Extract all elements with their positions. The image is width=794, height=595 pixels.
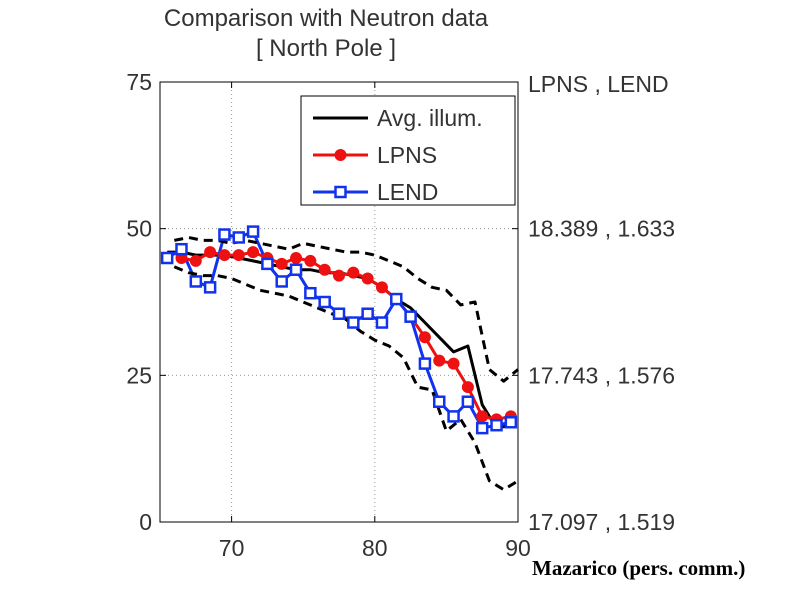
x-tick-label: 90	[505, 535, 531, 561]
legend-label: LPNS	[377, 142, 437, 168]
lend-point	[490, 418, 503, 432]
lpns-point	[232, 249, 245, 262]
bound-line-dashed	[174, 236, 519, 383]
lpns-point	[418, 331, 431, 344]
lend-point	[375, 316, 389, 329]
chart-subtitle: [ North Pole ]	[256, 35, 396, 62]
lpns-point	[275, 257, 288, 270]
lpns-point	[204, 246, 217, 259]
lpns-point	[447, 357, 460, 370]
bound-line-dashed	[173, 265, 519, 492]
marker-layer	[160, 225, 518, 435]
lpns-point	[333, 269, 345, 282]
y-tick-label: 0	[139, 509, 152, 535]
lpns-point	[433, 354, 446, 367]
right-axis-title: LPNS , LEND	[528, 71, 669, 97]
lend-point	[318, 295, 331, 309]
lpns-point	[218, 249, 231, 262]
x-tick-label: 80	[362, 535, 388, 561]
legend-marker-circle	[334, 149, 347, 161]
x-tick-label: 70	[219, 535, 245, 561]
legend-marker-square	[334, 185, 347, 199]
lpns-point	[476, 410, 489, 423]
lend-point	[504, 416, 518, 429]
lpns-point	[318, 263, 331, 276]
lend-point	[390, 292, 403, 306]
y-tick-labels: 0 25 50 75	[126, 69, 152, 535]
lpns-point	[189, 254, 202, 267]
x-tick-labels: 70 80 90	[219, 535, 531, 561]
legend: Avg. illum. LPNS LEND	[300, 95, 516, 206]
tick-marks	[160, 81, 519, 523]
legend-label: LEND	[377, 179, 438, 205]
lend-point	[447, 410, 460, 423]
lpns-point	[247, 246, 260, 259]
series-line-lend	[166, 230, 512, 430]
lend-point	[347, 316, 360, 329]
lend-point	[404, 310, 417, 323]
y-tick-label: 50	[126, 216, 152, 242]
lpns-point	[304, 254, 317, 267]
lend-point	[232, 231, 246, 244]
series-line-lpns	[181, 250, 512, 421]
chart-title: Comparison with Neutron data	[164, 5, 489, 32]
lend-point	[218, 228, 231, 241]
grid-lines	[160, 82, 518, 522]
right-tick-label: 17.097 , 1.519	[528, 509, 675, 535]
lend-point	[189, 275, 203, 288]
series-layer	[166, 230, 519, 492]
plot-area-frame	[159, 81, 519, 523]
lend-point	[418, 357, 432, 370]
y-tick-label: 75	[126, 69, 152, 95]
lend-point	[289, 263, 303, 276]
lend-point	[432, 395, 446, 408]
right-tick-label: 18.389 , 1.633	[528, 216, 675, 242]
legend-label: Avg. illum.	[377, 105, 483, 131]
lpns-point	[290, 252, 303, 264]
legend-items: Avg. illum. LPNS LEND	[313, 105, 483, 205]
lend-point	[361, 307, 374, 320]
lend-point	[275, 275, 288, 288]
lend-point	[246, 225, 260, 238]
lend-point	[461, 395, 475, 408]
right-tick-labels: 18.389 , 1.633 17.743 , 1.576 17.097 , 1.5…	[528, 216, 675, 535]
lpns-point	[361, 272, 374, 285]
lend-point	[261, 257, 274, 271]
lend-point	[175, 242, 188, 256]
lend-point	[332, 307, 346, 320]
lend-point	[203, 281, 217, 294]
lpns-point	[375, 281, 388, 294]
lend-point	[304, 286, 317, 300]
lpns-point	[347, 266, 360, 279]
credit-note: Mazarico (pers. comm.)	[532, 556, 746, 580]
right-tick-label: 17.743 , 1.576	[528, 362, 675, 388]
y-tick-label: 25	[126, 362, 152, 388]
lpns-point	[461, 381, 474, 394]
lend-point	[160, 251, 174, 265]
lend-point	[475, 421, 489, 435]
